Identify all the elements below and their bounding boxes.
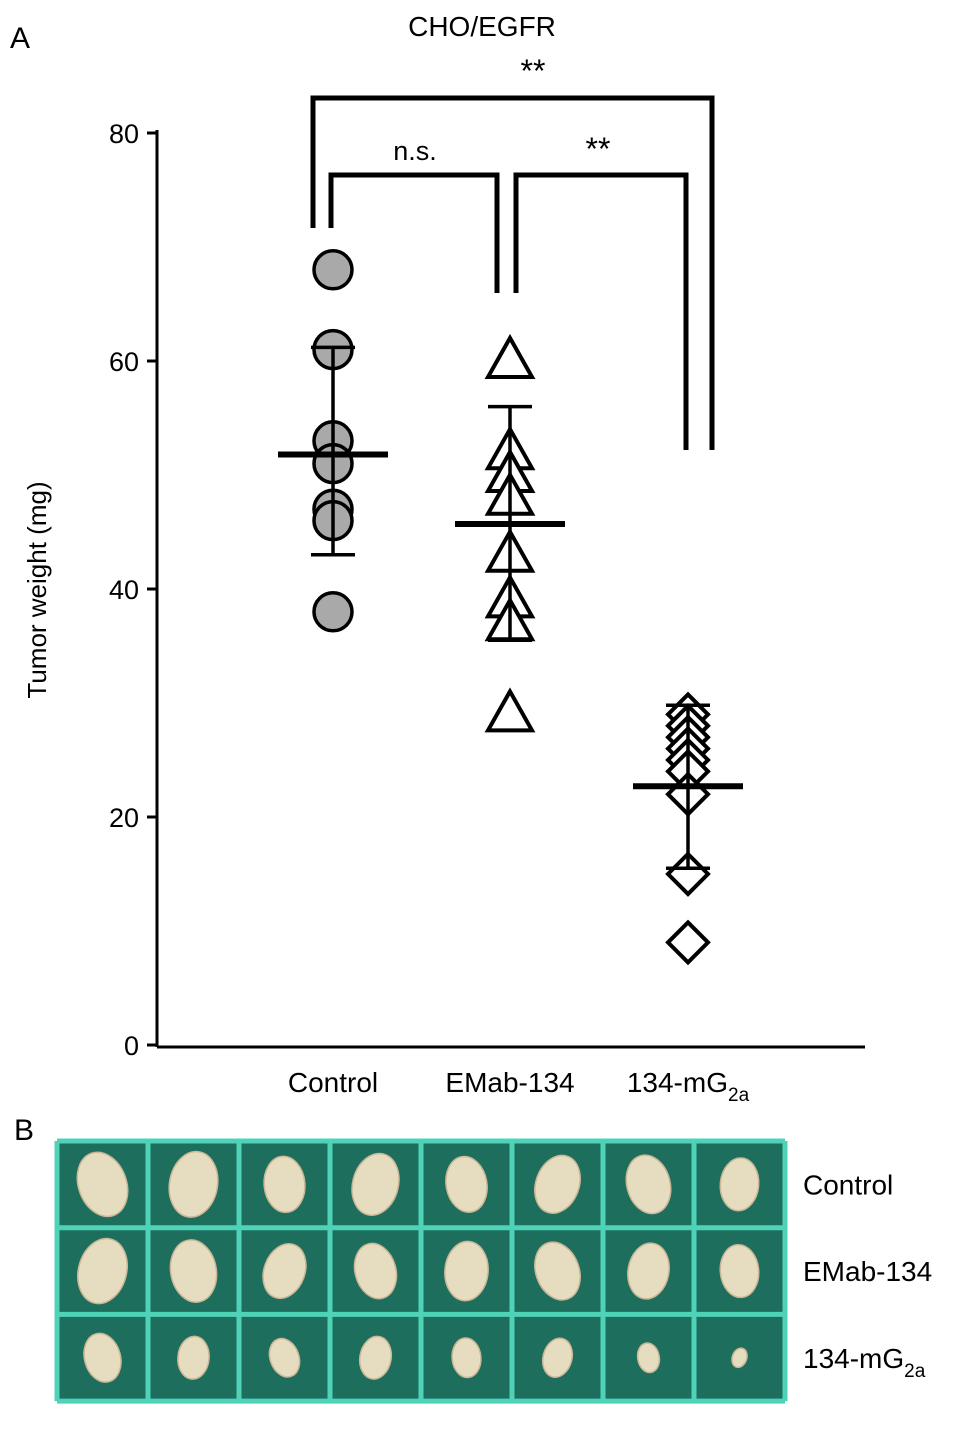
photo-row-label: 134-mG2a: [803, 1343, 926, 1382]
tumor: [445, 1155, 488, 1213]
significance-label: n.s.: [393, 136, 437, 166]
y-tick-label: 60: [109, 347, 139, 377]
tumor: [83, 1332, 122, 1383]
tumor: [358, 1335, 393, 1380]
data-marks: [278, 249, 743, 966]
significance-label: **: [521, 53, 546, 89]
tumor: [168, 1150, 219, 1218]
tumor: [351, 1152, 400, 1216]
data-point-triangle: [484, 333, 536, 379]
x-tick-labels: Control EMab-134 134-mG2a: [288, 1067, 750, 1106]
tumor: [534, 1154, 581, 1214]
tumor: [353, 1242, 398, 1300]
tumor: [636, 1342, 661, 1374]
tumor: [77, 1237, 128, 1305]
photo-row-labels: Control EMab-134 134-mG2a: [803, 1169, 932, 1381]
tumor: [731, 1347, 748, 1369]
tumor: [534, 1241, 581, 1301]
significance-label: **: [586, 131, 611, 167]
tumor: [444, 1240, 489, 1302]
data-point-circle: [312, 591, 354, 633]
photo-row-label-base: Control: [803, 1169, 893, 1200]
x-tick-label-base: Control: [288, 1067, 378, 1098]
y-axis-label: Tumor weight (mg): [22, 481, 52, 698]
tumor: [76, 1151, 129, 1218]
tumor: [169, 1239, 218, 1303]
y-tick-label: 20: [109, 803, 139, 833]
tumor: [268, 1337, 301, 1378]
significance-brackets: ** n.s. **: [310, 53, 715, 450]
x-tick-label: Control: [288, 1067, 378, 1098]
tumor: [177, 1335, 210, 1380]
photo-row-label: EMab-134: [803, 1256, 932, 1287]
tumor: [719, 1243, 760, 1299]
x-tick-label-base: EMab-134: [445, 1067, 574, 1098]
photo-row-label: Control: [803, 1169, 893, 1200]
y-tick-label: 80: [109, 119, 139, 149]
tumor: [541, 1337, 574, 1378]
data-point-diamond: [665, 919, 711, 966]
y-tick-label: 0: [124, 1031, 139, 1061]
significance-bracket: [310, 95, 715, 450]
photo-row-label-subscript: 2a: [904, 1361, 926, 1382]
photo-row-label-base: 134-mG: [803, 1343, 904, 1374]
tumor-photo: [54, 1138, 788, 1413]
tumor: [451, 1337, 482, 1379]
photo-row-label-base: EMab-134: [803, 1256, 932, 1287]
panel-label-a: A: [10, 22, 30, 55]
tumor: [627, 1242, 670, 1300]
data-point-triangle: [484, 687, 536, 733]
data-point-circle: [312, 249, 354, 291]
significance-bracket: [513, 172, 689, 450]
x-tick-label-base: 134-mG: [627, 1067, 728, 1098]
y-tick-label: 40: [109, 575, 139, 605]
x-tick-label-subscript: 2a: [728, 1085, 750, 1106]
tumor: [719, 1157, 760, 1212]
y-ticks: 0 20 40 60 80: [109, 119, 157, 1061]
x-tick-label: EMab-134: [445, 1067, 574, 1098]
significance-bracket: [328, 172, 500, 293]
tumor: [263, 1155, 306, 1214]
tumor: [625, 1154, 672, 1215]
x-tick-label: 134-mG2a: [627, 1067, 750, 1106]
scale-bar: [697, 1406, 780, 1413]
tumor: [262, 1243, 307, 1300]
panel-label-b: B: [14, 1114, 34, 1147]
chart-title: CHO/EGFR: [408, 11, 556, 42]
